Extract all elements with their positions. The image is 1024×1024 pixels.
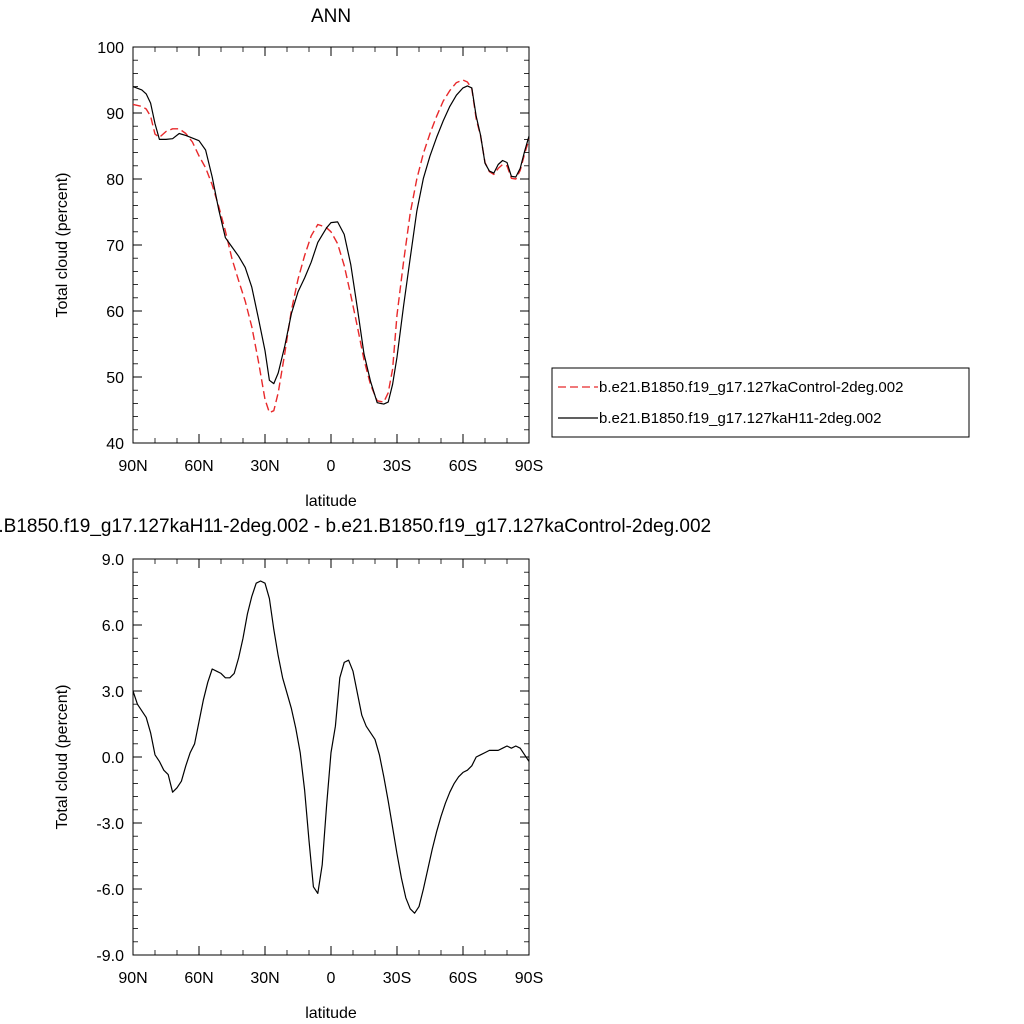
x-tick-label: 30S bbox=[383, 458, 411, 475]
y-tick-label: -3.0 bbox=[96, 816, 124, 833]
bottom-y-axis-label: Total cloud (percent) bbox=[54, 685, 71, 830]
legend-label-control: b.e21.B1850.f19_g17.127kaControl-2deg.00… bbox=[599, 379, 903, 396]
x-tick-label: 60S bbox=[449, 970, 477, 987]
top-panel: ANN 90N 60N 30N 0 30S 60S 90S 405060708090100 … bbox=[54, 6, 970, 510]
x-tick-label: 0 bbox=[327, 458, 336, 475]
x-tick-label: 30N bbox=[250, 458, 279, 475]
top-x-tick-labels: 90N 60N 30N 0 30S 60S 90S bbox=[118, 458, 543, 475]
y-tick-label: -9.0 bbox=[96, 948, 124, 965]
top-series-lines bbox=[132, 79, 530, 414]
y-tick-label: 6.0 bbox=[102, 618, 124, 635]
bottom-x-tick-labels: 90N 60N 30N 0 30S 60S 90S bbox=[118, 970, 543, 987]
y-tick-label: 100 bbox=[97, 40, 124, 57]
x-tick-label: 90S bbox=[515, 458, 543, 475]
y-tick-label: 9.0 bbox=[102, 552, 124, 569]
legend: b.e21.B1850.f19_g17.127kaControl-2deg.00… bbox=[551, 367, 970, 438]
x-tick-label: 0 bbox=[327, 970, 336, 987]
y-tick-label: 50 bbox=[106, 370, 124, 387]
legend-box bbox=[551, 367, 970, 438]
top-chart-title: ANN bbox=[311, 6, 351, 27]
top-x-axis-label: latitude bbox=[305, 493, 357, 510]
x-tick-label: 90S bbox=[515, 970, 543, 987]
series-line-difference bbox=[132, 580, 530, 914]
x-tick-label: 30N bbox=[250, 970, 279, 987]
x-tick-label: 60N bbox=[184, 970, 213, 987]
x-tick-label: 90N bbox=[118, 970, 147, 987]
top-axis-ticks bbox=[132, 46, 530, 444]
series-line-control bbox=[132, 79, 530, 414]
y-tick-label: 70 bbox=[106, 238, 124, 255]
bottom-series-lines bbox=[132, 580, 530, 914]
x-tick-label: 60N bbox=[184, 458, 213, 475]
series-line-h11 bbox=[132, 85, 530, 405]
top-plot-frame bbox=[132, 46, 530, 444]
x-tick-label: 30S bbox=[383, 970, 411, 987]
y-tick-label: 0.0 bbox=[102, 750, 124, 767]
bottom-panel: b.e21.B1850.f19_g17.127kaH11-2deg.002 - … bbox=[0, 516, 711, 1022]
y-tick-label: 60 bbox=[106, 304, 124, 321]
y-tick-label: 3.0 bbox=[102, 684, 124, 701]
legend-label-h11: b.e21.B1850.f19_g17.127kaH11-2deg.002 bbox=[599, 410, 881, 427]
y-tick-label: -6.0 bbox=[96, 882, 124, 899]
top-y-axis-label: Total cloud (percent) bbox=[54, 173, 71, 318]
bottom-y-tick-labels: -9.0 -6.0 -3.0 0.0 3.0 6.0 9.0 bbox=[96, 552, 124, 965]
y-tick-label: 90 bbox=[106, 106, 124, 123]
y-tick-label: 80 bbox=[106, 172, 124, 189]
x-tick-label: 60S bbox=[449, 458, 477, 475]
top-y-tick-labels: 40 50 60 70 80 90 100 bbox=[97, 40, 124, 453]
x-tick-label: 90N bbox=[118, 458, 147, 475]
bottom-chart-title: b.e21.B1850.f19_g17.127kaH11-2deg.002 - … bbox=[0, 516, 711, 537]
bottom-x-axis-label: latitude bbox=[305, 1005, 357, 1022]
bottom-axis-ticks bbox=[132, 558, 530, 956]
y-tick-label: 40 bbox=[106, 436, 124, 453]
